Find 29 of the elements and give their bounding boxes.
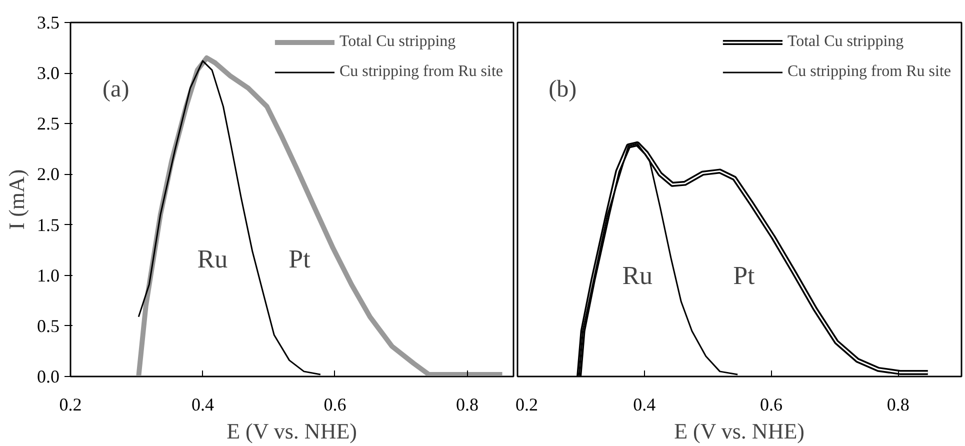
legend-label: Cu stripping from Ru site <box>339 63 503 81</box>
x-tick-label: 0.4 <box>633 394 656 414</box>
annotation: Pt <box>288 244 312 274</box>
annotation: Ru <box>197 244 228 274</box>
y-tick-label: 0.5 <box>37 316 60 336</box>
y-tick-label: 2.0 <box>37 164 60 184</box>
x-axis-title: E (V vs. NHE) <box>674 418 804 444</box>
x-tick-label: 0.2 <box>59 394 82 414</box>
annotation: (b) <box>548 76 577 103</box>
y-tick-label: 2.5 <box>37 114 60 134</box>
legend-label: Total Cu stripping <box>787 33 904 51</box>
y-axis-title: I (mA) <box>4 169 29 230</box>
annotation: Ru <box>622 260 653 290</box>
y-tick-label: 1.5 <box>37 214 60 235</box>
x-tick-label: 0.8 <box>886 394 910 414</box>
y-tick-label: 3.0 <box>37 63 60 84</box>
annotation: (a) <box>102 76 130 103</box>
x-tick-label: 0.8 <box>456 394 478 414</box>
y-tick-label: 1.0 <box>37 265 60 286</box>
legend-label: Cu stripping from Ru site <box>787 63 951 81</box>
x-axis-title: E (V vs. NHE) <box>226 418 357 444</box>
legend-label: Total Cu stripping <box>339 33 456 51</box>
x-tick-label: 0.6 <box>324 394 346 414</box>
x-tick-label: 0.4 <box>191 394 214 414</box>
x-tick-label: 0.2 <box>516 394 538 414</box>
y-tick-label: 0.0 <box>37 366 60 386</box>
annotation: Pt <box>733 260 756 290</box>
y-tick-label: 3.5 <box>37 12 60 32</box>
x-tick-label: 0.6 <box>760 394 782 414</box>
